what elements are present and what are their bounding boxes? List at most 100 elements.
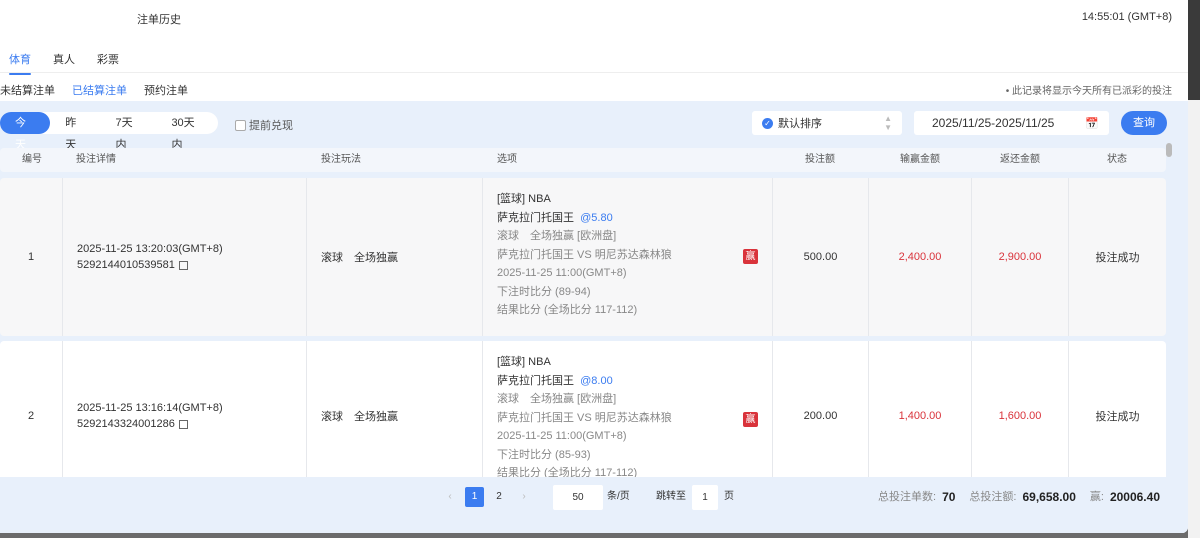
- cell-play: 滚球 全场独赢: [307, 178, 483, 336]
- copy-icon[interactable]: [178, 260, 188, 270]
- date-range-value: 2025/11/25-2025/11/25: [932, 116, 1055, 130]
- league: [篮球] NBA: [497, 193, 551, 205]
- cell-stake: 200.00: [773, 341, 869, 491]
- stake: 200.00: [803, 410, 838, 422]
- bet-score: 下注时比分 (85-93): [497, 448, 591, 461]
- per-page-label: 条/页: [607, 491, 630, 502]
- tab-sports[interactable]: 体育: [9, 51, 31, 75]
- cell-no: 1: [0, 178, 63, 336]
- total-amount-label: 总投注额:: [969, 491, 1017, 503]
- early-cashout-checkbox[interactable]: 提前兑现: [235, 117, 293, 133]
- return-amount: 1,600.00: [998, 410, 1042, 422]
- status-tabs: 未结算注单 已结算注单 预约注单: [0, 82, 188, 105]
- match: 萨克拉门托国王 VS 明尼苏达森林狼: [497, 248, 672, 261]
- bet-id: 5292144010539581: [77, 259, 175, 271]
- range-30days[interactable]: 30天内: [171, 117, 195, 151]
- total-win: 20006.40: [1109, 490, 1160, 504]
- page-size-input[interactable]: 50: [553, 485, 603, 510]
- cell-no: 2: [0, 341, 63, 491]
- col-no: 编号: [22, 154, 42, 165]
- win-badge: 赢: [743, 412, 758, 427]
- total-win-label: 赢:: [1089, 491, 1104, 503]
- tab-reserved[interactable]: 预约注单: [144, 85, 188, 97]
- checkbox-label: 提前兑现: [249, 120, 293, 132]
- pick: 萨克拉门托国王: [497, 374, 574, 387]
- cell-status: 投注成功: [1069, 178, 1166, 336]
- col-return: 返还金额: [1000, 154, 1040, 165]
- bet-id: 5292143324001286: [77, 418, 175, 430]
- tab-live-casino[interactable]: 真人: [53, 54, 75, 66]
- tab-unsettled[interactable]: 未结算注单: [0, 85, 55, 97]
- status: 投注成功: [1095, 411, 1140, 423]
- winloss: 2,400.00: [898, 251, 942, 263]
- bet-time: 2025-11-25 13:16:14(GMT+8): [77, 402, 223, 414]
- col-winloss: 输赢金额: [900, 154, 940, 165]
- totals: 总投注单数: 70 总投注额: 69,658.00 赢: 20006.40: [878, 487, 1160, 507]
- sort-arrows-icon: ▲ ▼: [884, 114, 892, 132]
- pick: 萨克拉门托国王: [497, 211, 574, 224]
- category-tabs: 体育 真人 彩票: [9, 51, 119, 75]
- copy-icon[interactable]: [178, 419, 188, 429]
- range-today[interactable]: 今天: [0, 112, 51, 151]
- win-badge: 赢: [743, 249, 758, 264]
- info-note: • 此记录将显示今天所有已派彩的投注: [1005, 86, 1172, 97]
- page-label: 页: [724, 491, 734, 502]
- tab-lottery[interactable]: 彩票: [97, 54, 119, 66]
- jump-page-input[interactable]: 1: [692, 485, 718, 510]
- page-1[interactable]: 1: [465, 487, 484, 507]
- page-2[interactable]: 2: [496, 491, 502, 502]
- date-range-segment: 今天 昨天 7天内 30天内: [0, 112, 218, 151]
- clock: 14:55:01 (GMT+8): [1081, 11, 1172, 23]
- cell-detail: 2025-11-25 13:20:03(GMT+8) 52921440105395…: [63, 178, 307, 336]
- cell-winloss: 2,400.00: [869, 178, 972, 336]
- jump-label: 跳转至: [656, 491, 686, 502]
- bet-play: 滚球 全场独赢: [321, 411, 398, 423]
- table-row: 2 2025-11-25 13:16:14(GMT+8) 529214332400…: [0, 341, 1166, 491]
- col-option: 选项: [497, 154, 517, 165]
- odds: @8.00: [580, 374, 613, 387]
- background-page: [1188, 0, 1200, 538]
- table-header: 编号 投注详情 投注玩法 选项 投注额 输赢金额 返还金额 状态: [0, 148, 1166, 172]
- cell-status: 投注成功: [1069, 341, 1166, 491]
- market: 滚球 全场独赢 [欧洲盘]: [497, 230, 617, 242]
- cell-winloss: 1,400.00: [869, 341, 972, 491]
- divider: [0, 72, 1188, 73]
- total-count-label: 总投注单数:: [878, 491, 937, 503]
- stake: 500.00: [803, 251, 838, 263]
- status: 投注成功: [1095, 252, 1140, 264]
- return-amount: 2,900.00: [998, 251, 1042, 263]
- cell-play: 滚球 全场独赢: [307, 341, 483, 491]
- content-panel: 今天 昨天 7天内 30天内 提前兑现 ✓ 默认排序 ▲ ▼ 2025/11/25…: [0, 101, 1188, 533]
- range-7days[interactable]: 7天内: [115, 117, 133, 151]
- col-stake: 投注额: [805, 154, 835, 165]
- range-yesterday[interactable]: 昨天: [65, 117, 77, 151]
- query-button[interactable]: 查询: [1121, 111, 1167, 135]
- cell-option: [篮球] NBA 萨克拉门托国王 @8.00 滚球 全场独赢 [欧洲盘] 萨克拉…: [483, 341, 773, 491]
- market: 滚球 全场独赢 [欧洲盘]: [497, 393, 617, 405]
- date-range-input[interactable]: 2025/11/25-2025/11/25 📅: [914, 111, 1109, 135]
- col-status: 状态: [1107, 154, 1127, 165]
- match-time: 2025-11-25 11:00(GMT+8): [497, 430, 627, 442]
- match: 萨克拉门托国王 VS 明尼苏达森林狼: [497, 411, 672, 424]
- scrollbar[interactable]: [1166, 143, 1172, 157]
- result-score: 结果比分 (全场比分 117-112): [497, 304, 638, 316]
- cell-option: [篮球] NBA 萨克拉门托国王 @5.80 滚球 全场独赢 [欧洲盘] 萨克拉…: [483, 178, 773, 336]
- sort-value: 默认排序: [778, 118, 822, 130]
- col-play: 投注玩法: [321, 154, 361, 165]
- sort-select[interactable]: ✓ 默认排序 ▲ ▼: [752, 111, 902, 135]
- row-no: 1: [27, 251, 35, 263]
- prev-page-button[interactable]: ‹: [448, 491, 452, 502]
- cell-stake: 500.00: [773, 178, 869, 336]
- next-page-button[interactable]: ›: [522, 491, 526, 502]
- checkbox-icon: [235, 119, 246, 131]
- calendar-icon: 📅: [1085, 117, 1099, 130]
- odds: @5.80: [580, 211, 613, 224]
- result-score: 结果比分 (全场比分 117-112): [497, 467, 638, 479]
- row-no: 2: [27, 410, 35, 422]
- page-title: 注单历史: [137, 14, 181, 26]
- league: [篮球] NBA: [497, 356, 551, 368]
- cell-return: 1,600.00: [972, 341, 1069, 491]
- table-row: 1 2025-11-25 13:20:03(GMT+8) 529214401053…: [0, 178, 1166, 336]
- footer: ‹ 1 2 › 50 条/页 跳转至 1 页 总投注单数: 70 总投注额: 69,…: [0, 477, 1188, 517]
